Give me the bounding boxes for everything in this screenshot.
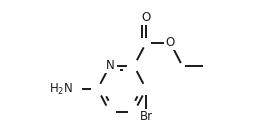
Text: N: N	[105, 59, 114, 72]
Text: H$_2$N: H$_2$N	[49, 81, 73, 96]
Text: O: O	[166, 36, 175, 49]
Text: Br: Br	[140, 110, 153, 123]
Text: O: O	[141, 11, 151, 24]
